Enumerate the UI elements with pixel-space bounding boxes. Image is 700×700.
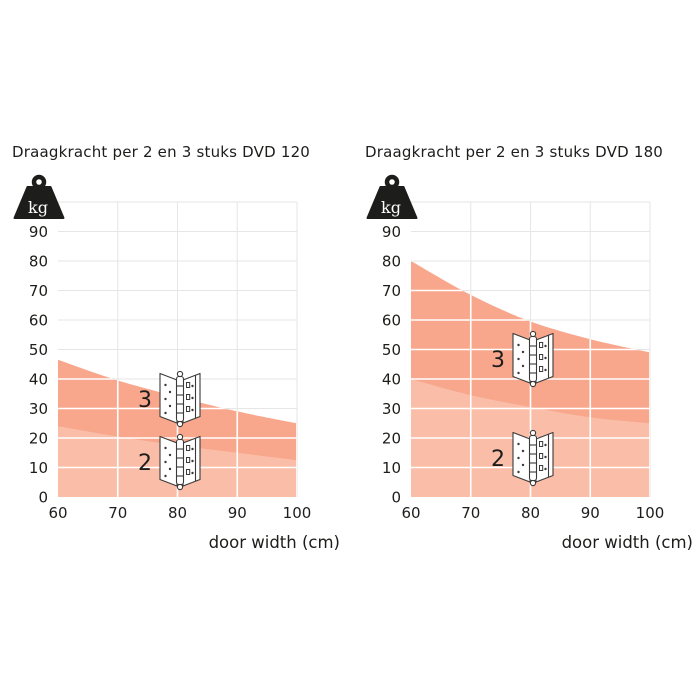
kg-weight-icon: kg (13, 174, 65, 219)
y-tick-label: 50 (29, 341, 48, 359)
x-tick-label: 80 (168, 504, 187, 522)
y-tick-label: 80 (29, 253, 48, 271)
hinge-icon (159, 370, 201, 428)
y-tick-label: 20 (29, 430, 48, 448)
x-tick-label: 90 (581, 504, 600, 522)
weight-ring (31, 174, 47, 190)
y-tick-label: 20 (382, 430, 401, 448)
weight-body (366, 186, 418, 219)
kg-weight-icon: kg (366, 174, 418, 219)
y-tick-label: 30 (382, 400, 401, 418)
y-tick-label: 40 (29, 371, 48, 389)
area-chart-dvd180: 0 10 20 30 40 50 60 70 80 90 60 70 80 90 100 door width… (366, 174, 693, 552)
x-axis-label: door width (cm) (209, 533, 340, 552)
y-tick-label: 50 (382, 341, 401, 359)
x-tick-label: 70 (108, 504, 127, 522)
y-tick-label: 70 (382, 282, 401, 300)
hinge-count-label: 2 (138, 451, 152, 476)
x-tick-label: 70 (461, 504, 480, 522)
x-tick-label: 100 (636, 504, 665, 522)
y-unit-label: kg (28, 198, 48, 217)
y-tick-label: 10 (382, 459, 401, 477)
y-tick-label: 0 (391, 489, 401, 507)
weight-ring (384, 174, 400, 190)
y-tick-label: 30 (29, 400, 48, 418)
hinge-count-label: 3 (138, 388, 152, 413)
y-tick-label: 60 (382, 312, 401, 330)
x-tick-label: 80 (521, 504, 540, 522)
hinge-icon (159, 433, 201, 491)
y-unit-label: kg (381, 198, 401, 217)
weight-body (13, 186, 65, 219)
y-tick-label: 0 (38, 489, 48, 507)
x-tick-label: 60 (401, 504, 420, 522)
chart-panel-dvd120: Draagkracht per 2 en 3 stuks DVD 120 0 10… (0, 140, 347, 572)
y-tick-label: 60 (29, 312, 48, 330)
y-tick-label: 90 (29, 223, 48, 241)
hinge-count-label: 3 (491, 348, 505, 373)
chart-title: Draagkracht per 2 en 3 stuks DVD 180 (365, 143, 664, 161)
y-tick-label: 40 (382, 371, 401, 389)
hinge-icon (512, 429, 554, 487)
hinge-count-label: 2 (491, 447, 505, 472)
x-tick-label: 90 (228, 504, 247, 522)
hinge-icon (512, 330, 554, 388)
chart-title: Draagkracht per 2 en 3 stuks DVD 120 (12, 143, 311, 161)
y-tick-label: 80 (382, 253, 401, 271)
area-chart-dvd120: 0 10 20 30 40 50 60 70 80 90 60 70 80 90 100 door width… (13, 174, 340, 552)
y-tick-label: 70 (29, 282, 48, 300)
x-tick-label: 60 (48, 504, 67, 522)
chart-panel-dvd180: Draagkracht per 2 en 3 stuks DVD 180 0 10… (353, 140, 700, 572)
y-tick-label: 90 (382, 223, 401, 241)
y-tick-label: 10 (29, 459, 48, 477)
x-tick-label: 100 (283, 504, 312, 522)
x-axis-label: door width (cm) (562, 533, 693, 552)
